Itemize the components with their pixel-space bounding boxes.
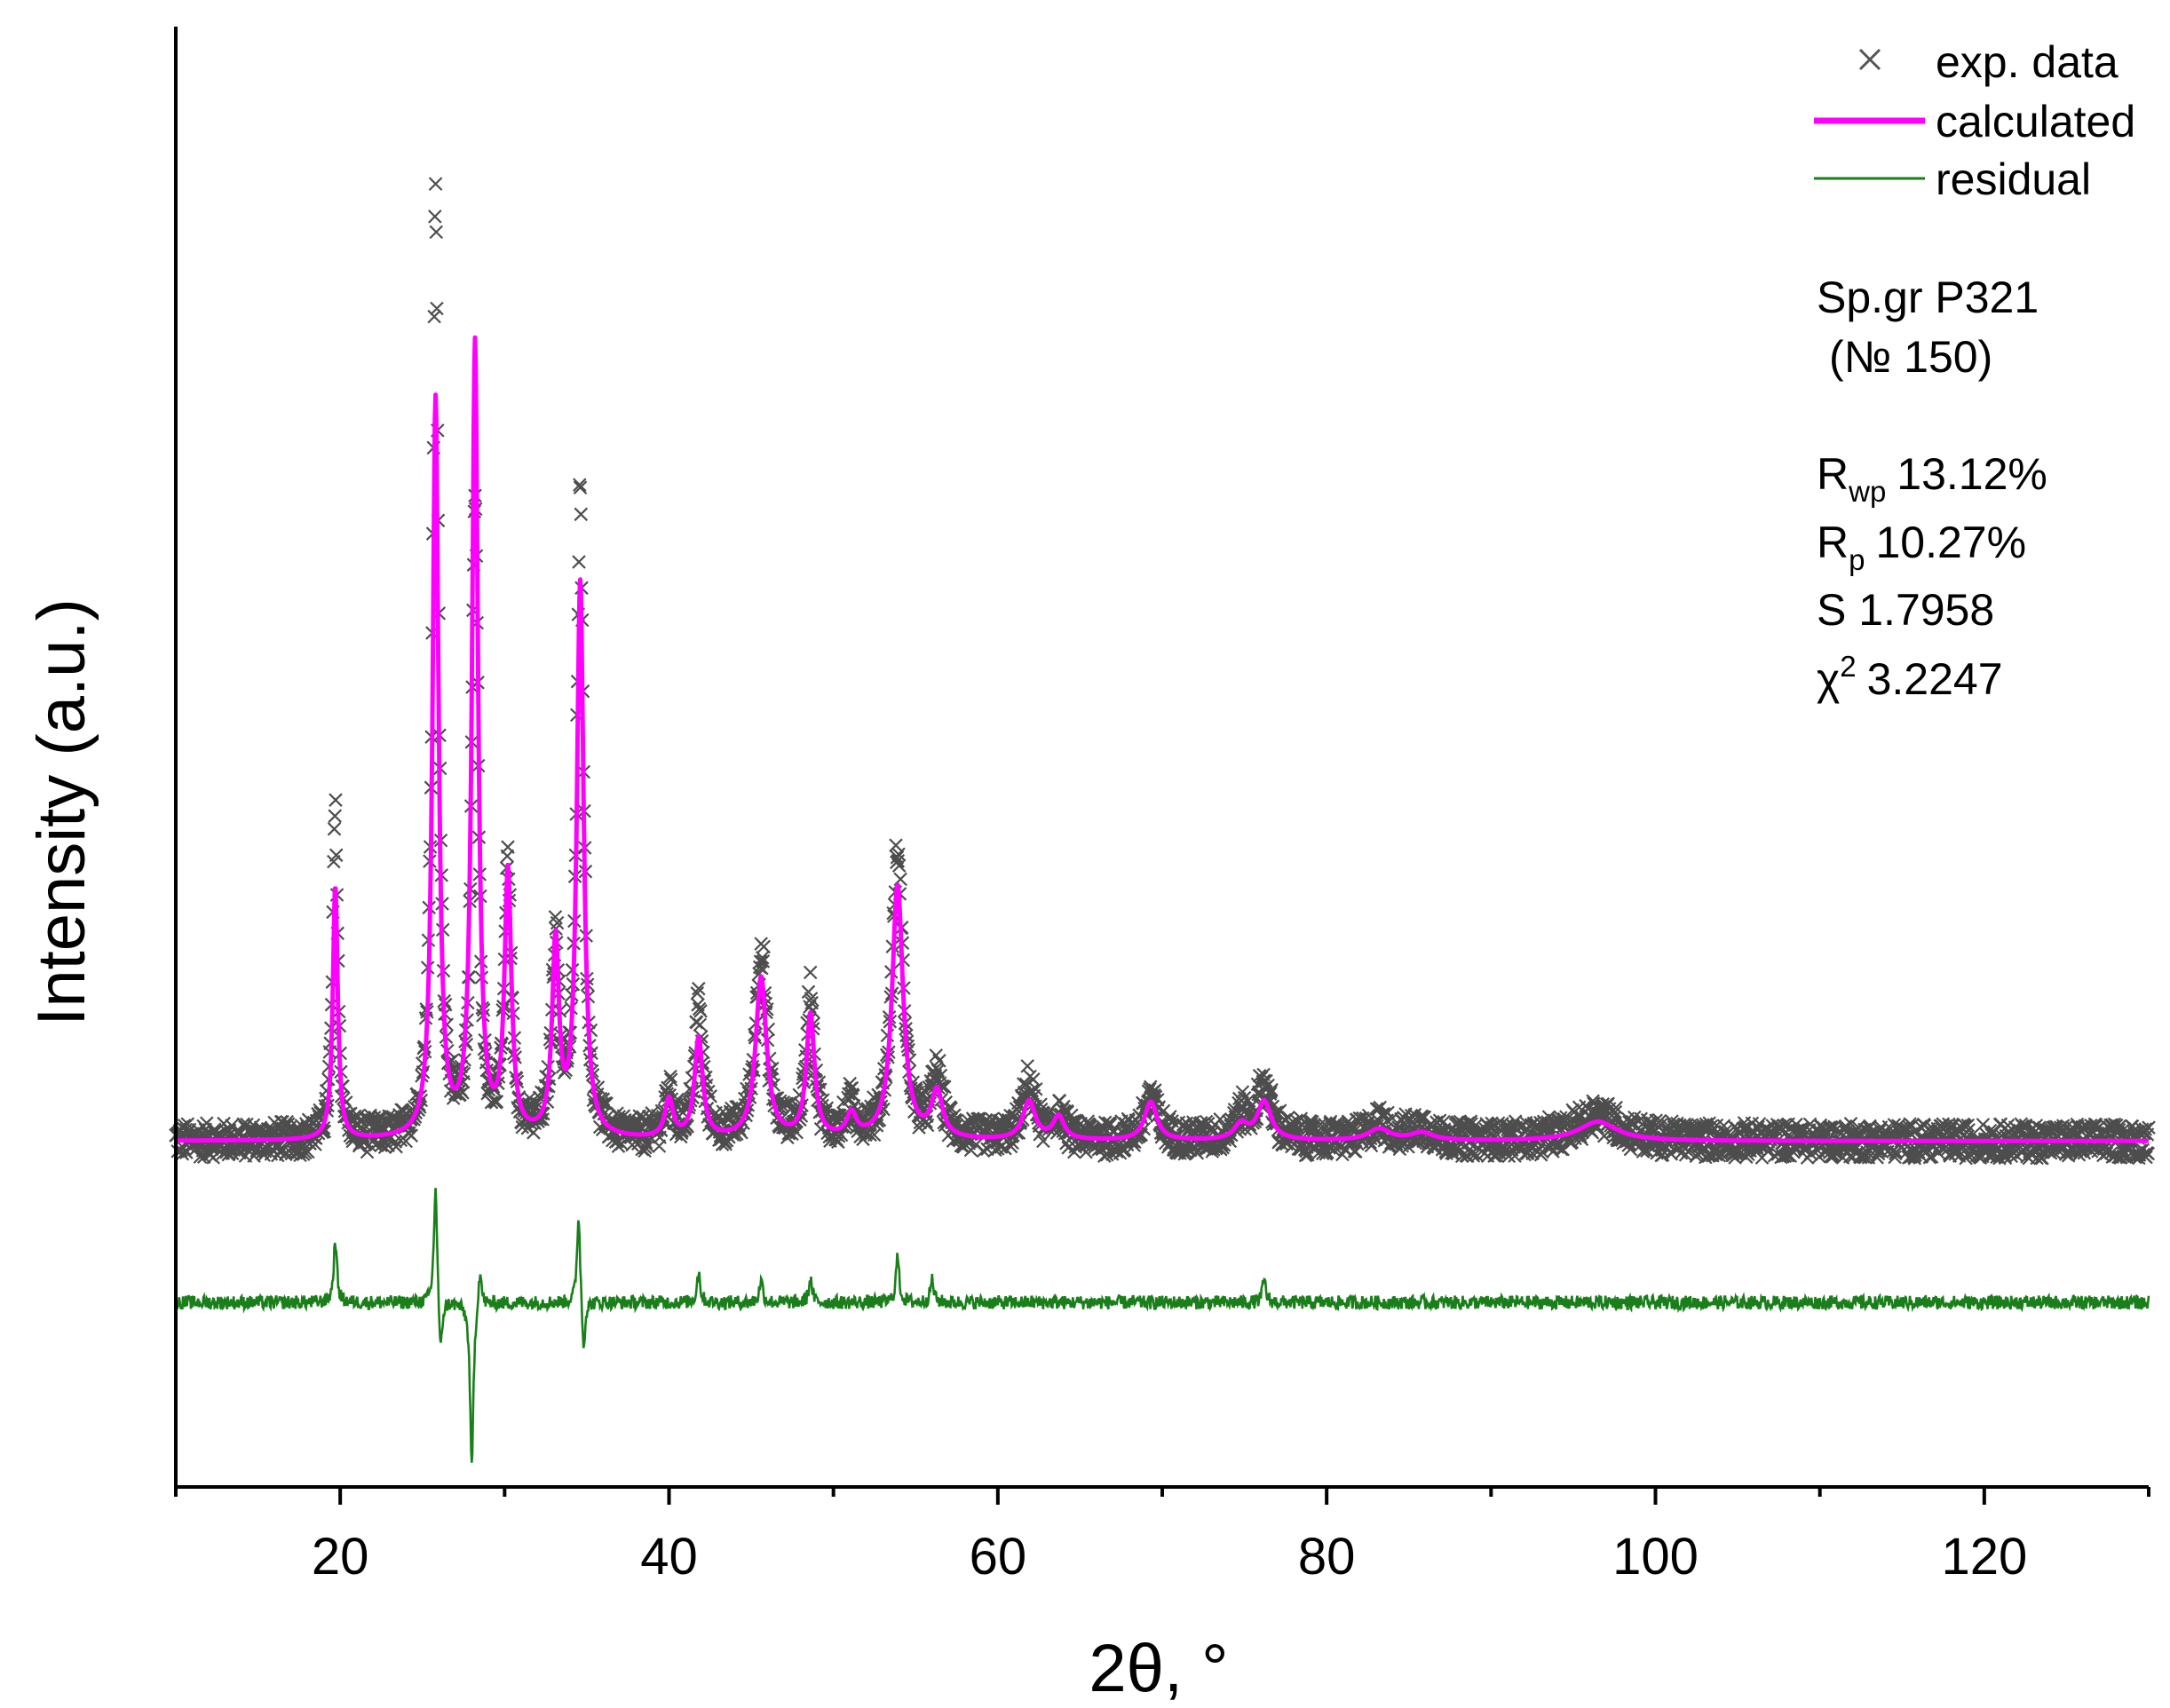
- x-tick-label-120: 120: [1941, 1528, 2027, 1585]
- rwp-symbol: R: [1817, 449, 1849, 499]
- rp-subscript: p: [1849, 543, 1865, 576]
- rp-value: 10.27%: [1875, 518, 2026, 567]
- rwp-value: 13.12%: [1897, 449, 2047, 499]
- rwp-stat: Rwp 13.12%: [1817, 449, 2047, 508]
- rp-stat: Rp 10.27%: [1817, 518, 2026, 576]
- legend-entry-calculated: calculated: [1814, 97, 2135, 146]
- x-axis-ticks: 20 40 60 80 100 120: [174, 1487, 2150, 1585]
- x-axis-title: 2θ, °: [1089, 1631, 1228, 1706]
- x-tick-label-20: 20: [312, 1528, 369, 1585]
- space-group-number: (№ 150): [1829, 332, 1992, 382]
- x-tick-label-60: 60: [970, 1528, 1027, 1585]
- chi-value: 3.2247: [1867, 654, 2003, 704]
- chi-superscript: 2: [1840, 650, 1856, 683]
- legend-marker-x-icon: [1858, 48, 1881, 71]
- legend-label-residual: residual: [1936, 154, 2091, 204]
- legend-entry-residual: residual: [1814, 154, 2091, 204]
- chi-squared-stat: χ2 3.2247: [1817, 650, 2003, 704]
- refinement-statistics: Sp.gr P321 (№ 150) Rwp 13.12% Rp 10.27% S …: [1817, 273, 2047, 704]
- calculated-line: [174, 335, 2150, 1143]
- rwp-subscript: wp: [1848, 475, 1886, 508]
- x-tick-label-40: 40: [640, 1528, 698, 1585]
- chi-symbol: χ: [1817, 654, 1840, 704]
- legend-entry-exp-data: exp. data: [1858, 37, 2119, 87]
- s-stat: S 1.7958: [1817, 585, 1994, 635]
- x-tick-label-100: 100: [1612, 1528, 1699, 1585]
- legend: exp. data calculated residual: [1814, 37, 2135, 204]
- plot-area: [169, 177, 2156, 1463]
- rp-symbol: R: [1817, 518, 1849, 567]
- space-group-label: Sp.gr P321: [1817, 273, 2039, 322]
- residual-line: [174, 1188, 2150, 1463]
- legend-label-exp-data: exp. data: [1936, 37, 2119, 87]
- x-tick-label-80: 80: [1298, 1528, 1356, 1585]
- y-axis-title: Intensity (a.u.): [24, 598, 99, 1026]
- legend-label-calculated: calculated: [1936, 97, 2135, 146]
